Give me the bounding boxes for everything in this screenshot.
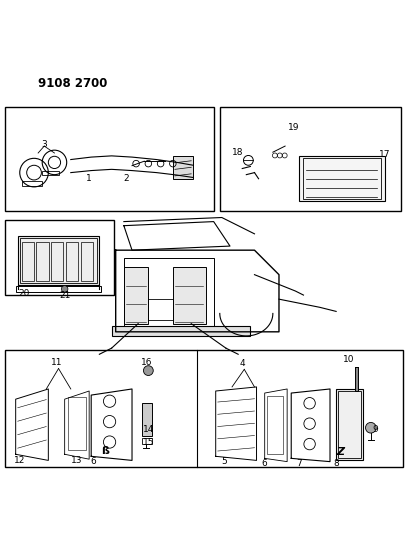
Text: 20: 20 bbox=[18, 288, 30, 297]
Text: 7: 7 bbox=[296, 459, 302, 468]
Bar bbox=[5, 350, 404, 466]
Bar bbox=[81, 242, 93, 281]
Text: 6: 6 bbox=[262, 459, 268, 468]
Circle shape bbox=[61, 286, 68, 292]
Bar bbox=[142, 438, 152, 444]
Bar bbox=[303, 158, 381, 199]
Bar bbox=[173, 266, 206, 324]
Bar bbox=[5, 220, 114, 295]
Bar bbox=[148, 299, 173, 320]
Bar bbox=[67, 397, 86, 450]
Text: 8: 8 bbox=[333, 459, 339, 468]
Text: 9108 2700: 9108 2700 bbox=[38, 77, 108, 90]
Bar bbox=[51, 242, 63, 281]
Bar bbox=[267, 397, 283, 454]
Bar bbox=[66, 242, 78, 281]
Text: 9: 9 bbox=[372, 425, 378, 434]
Bar bbox=[142, 403, 152, 436]
Text: 10: 10 bbox=[343, 355, 354, 364]
Text: 6: 6 bbox=[90, 457, 96, 466]
Circle shape bbox=[365, 423, 376, 433]
Bar bbox=[20, 238, 97, 283]
Text: 14: 14 bbox=[143, 425, 154, 434]
Text: 11: 11 bbox=[51, 358, 62, 367]
Text: 17: 17 bbox=[379, 150, 391, 159]
Bar bbox=[112, 326, 250, 336]
Text: 13: 13 bbox=[71, 456, 83, 465]
Circle shape bbox=[143, 366, 153, 375]
Bar bbox=[299, 156, 385, 201]
Bar bbox=[16, 286, 102, 292]
Text: 16: 16 bbox=[141, 358, 152, 367]
Text: ß: ß bbox=[102, 446, 109, 456]
Bar bbox=[338, 391, 360, 458]
Text: 1: 1 bbox=[86, 174, 92, 183]
Text: 4: 4 bbox=[240, 359, 245, 368]
Text: 12: 12 bbox=[14, 456, 25, 465]
Text: 15: 15 bbox=[143, 438, 154, 447]
Bar bbox=[18, 236, 99, 285]
Bar bbox=[355, 367, 358, 391]
Bar bbox=[37, 242, 49, 281]
Text: 2: 2 bbox=[123, 174, 129, 183]
Text: Z: Z bbox=[336, 447, 344, 457]
Text: 19: 19 bbox=[288, 123, 299, 132]
Text: 18: 18 bbox=[231, 148, 243, 157]
Text: 3: 3 bbox=[42, 140, 47, 149]
Bar bbox=[220, 107, 402, 212]
Bar bbox=[124, 259, 214, 332]
Bar bbox=[22, 242, 34, 281]
Bar bbox=[336, 389, 363, 461]
Text: 21: 21 bbox=[59, 290, 70, 300]
Bar bbox=[124, 266, 148, 324]
Bar bbox=[22, 181, 42, 185]
Bar bbox=[173, 156, 193, 179]
Bar bbox=[5, 107, 214, 212]
Text: 5: 5 bbox=[221, 457, 227, 466]
Bar bbox=[42, 172, 58, 175]
